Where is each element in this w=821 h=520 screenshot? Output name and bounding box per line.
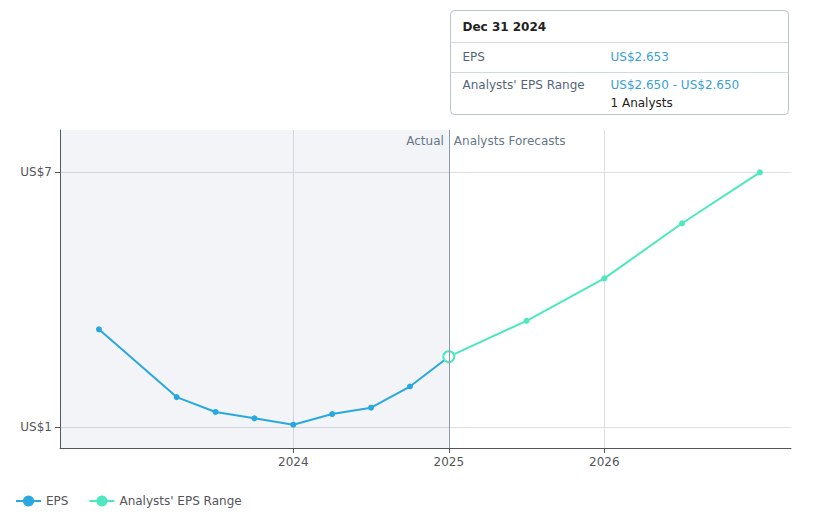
svg-text:2026: 2026 (589, 455, 620, 469)
svg-text:Analysts Forecasts: Analysts Forecasts (454, 134, 566, 148)
svg-text:US$2.653: US$2.653 (611, 50, 669, 64)
svg-text:Actual: Actual (406, 134, 444, 148)
svg-text:US$1: US$1 (20, 420, 52, 434)
svg-text:Analysts' EPS Range: Analysts' EPS Range (463, 78, 585, 92)
svg-text:Dec 31 2024: Dec 31 2024 (463, 20, 547, 34)
svg-text:EPS: EPS (46, 494, 68, 508)
svg-text:1 Analysts: 1 Analysts (611, 96, 673, 110)
svg-text:2024: 2024 (278, 455, 309, 469)
svg-text:US$7: US$7 (20, 165, 52, 179)
svg-text:EPS: EPS (463, 50, 485, 64)
svg-text:Analysts' EPS Range: Analysts' EPS Range (119, 494, 241, 508)
svg-text:2025: 2025 (434, 455, 465, 469)
svg-text:US$2.650 - US$2.650: US$2.650 - US$2.650 (611, 78, 740, 92)
